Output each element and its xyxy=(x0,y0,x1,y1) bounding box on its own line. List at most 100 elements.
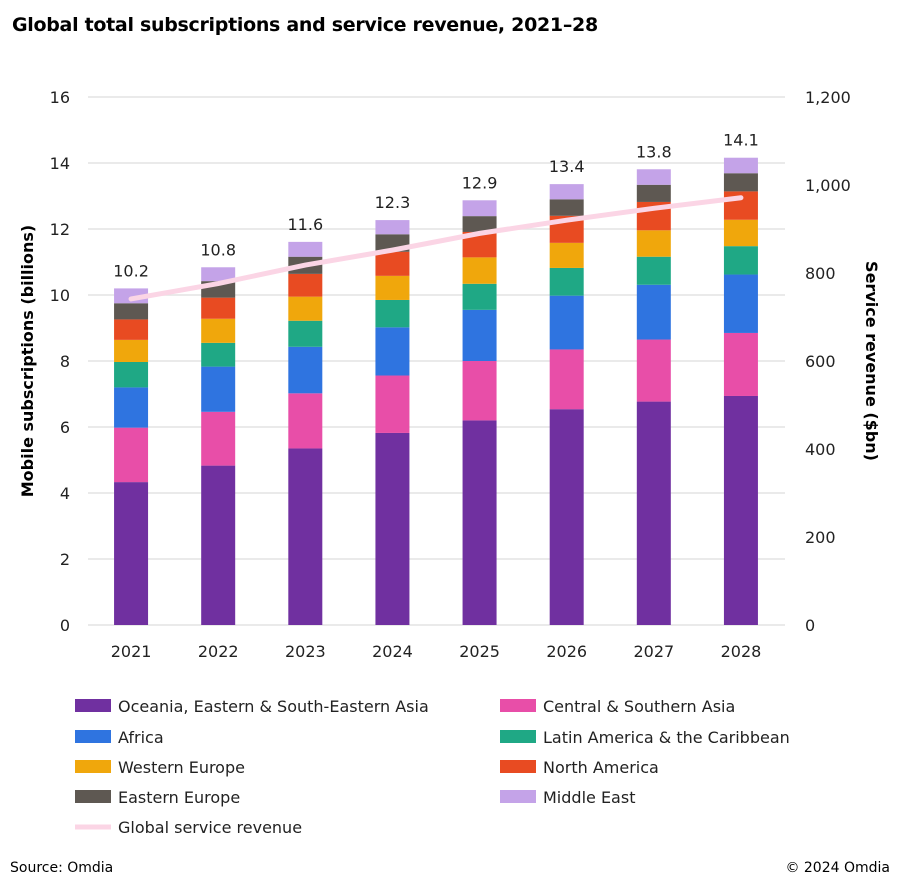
x-tick-label: 2022 xyxy=(198,642,239,661)
bar-segment-2025-4 xyxy=(462,257,497,284)
bar-segment-2028-2 xyxy=(723,274,758,333)
bar-segment-2022-4 xyxy=(201,318,236,343)
legend-label: Eastern Europe xyxy=(118,788,240,807)
bar-segment-2025-2 xyxy=(462,309,497,361)
x-tick-label: 2026 xyxy=(546,642,587,661)
total-data-label: 11.6 xyxy=(288,215,324,234)
y-tick-label: 10 xyxy=(50,286,70,305)
bar-segment-2023-1 xyxy=(288,393,323,449)
y-tick-label: 4 xyxy=(60,484,70,503)
y-tick-label: 16 xyxy=(50,88,70,107)
bar-segment-2026-0 xyxy=(549,409,584,625)
bar-segment-2028-0 xyxy=(723,395,758,625)
bar-segment-2022-5 xyxy=(201,297,236,319)
bar-segment-2024-0 xyxy=(375,432,410,625)
legend-label: Oceania, Eastern & South-Eastern Asia xyxy=(118,697,429,716)
bar-segment-2028-6 xyxy=(723,173,758,192)
bar-segment-2028-3 xyxy=(723,246,758,275)
bar-segment-2023-3 xyxy=(288,320,323,347)
legend-swatch xyxy=(500,790,536,803)
total-data-label: 12.3 xyxy=(375,193,411,212)
legend-label: North America xyxy=(543,758,659,777)
x-tick-label: 2028 xyxy=(721,642,762,661)
bar-segment-2025-7 xyxy=(462,200,497,217)
bar-segment-2026-7 xyxy=(549,184,584,200)
legend-swatch xyxy=(75,760,111,773)
legend-label: Western Europe xyxy=(118,758,245,777)
bar-segment-2021-5 xyxy=(114,319,149,340)
bar-segment-2026-2 xyxy=(549,295,584,350)
x-tick-label: 2024 xyxy=(372,642,413,661)
bar-segment-2023-4 xyxy=(288,296,323,321)
y-tick-label: 12 xyxy=(50,220,70,239)
y2-tick-label: 0 xyxy=(805,616,815,635)
bar-segment-2023-0 xyxy=(288,448,323,625)
bar-segment-2028-7 xyxy=(723,157,758,174)
chart-title: Global total subscriptions and service r… xyxy=(12,14,598,36)
bar-segment-2027-3 xyxy=(636,256,671,285)
bar-segment-2028-4 xyxy=(723,219,758,247)
bar-segment-2027-6 xyxy=(636,184,671,202)
y-tick-label: 14 xyxy=(50,154,70,173)
y-tick-label: 0 xyxy=(60,616,70,635)
bar-segment-2022-3 xyxy=(201,342,236,367)
bar-segment-2026-1 xyxy=(549,349,584,410)
bar-segment-2024-3 xyxy=(375,299,410,328)
bar-segment-2023-2 xyxy=(288,346,323,394)
legend-label: Middle East xyxy=(543,788,635,807)
legend-label: Central & Southern Asia xyxy=(543,697,735,716)
bar-segment-2024-2 xyxy=(375,327,410,376)
legend-swatch xyxy=(500,760,536,773)
bar-segment-2021-2 xyxy=(114,387,149,428)
bar-segment-2021-1 xyxy=(114,427,149,483)
bar-segment-2027-1 xyxy=(636,339,671,402)
bar-segment-2023-7 xyxy=(288,241,323,257)
copyright-note: © 2024 Omdia xyxy=(785,860,890,876)
legend-label: Global service revenue xyxy=(118,818,302,837)
y2-tick-label: 200 xyxy=(805,528,836,547)
bar-segment-2022-7 xyxy=(201,267,236,282)
x-tick-label: 2027 xyxy=(633,642,674,661)
bar-segment-2027-4 xyxy=(636,230,671,257)
y2-tick-label: 600 xyxy=(805,352,836,371)
bar-segment-2027-0 xyxy=(636,401,671,625)
bar-segment-2026-4 xyxy=(549,242,584,268)
bar-segment-2024-7 xyxy=(375,220,410,235)
y2-tick-label: 400 xyxy=(805,440,836,459)
bar-segment-2021-3 xyxy=(114,361,149,388)
bar-segment-2024-4 xyxy=(375,275,410,300)
legend-swatch xyxy=(75,730,111,743)
bar-segment-2021-4 xyxy=(114,339,149,362)
y-tick-label: 2 xyxy=(60,550,70,569)
y2-axis-title: Service revenue ($bn) xyxy=(862,261,881,461)
bar-segment-2025-1 xyxy=(462,361,497,421)
total-data-label: 10.8 xyxy=(200,240,236,259)
bar-segment-2027-2 xyxy=(636,284,671,340)
x-tick-label: 2025 xyxy=(459,642,500,661)
y-tick-label: 8 xyxy=(60,352,70,371)
total-data-label: 13.8 xyxy=(636,142,672,161)
bar-segment-2028-1 xyxy=(723,332,758,396)
bar-segment-2021-6 xyxy=(114,303,149,320)
bar-segment-2022-1 xyxy=(201,411,236,466)
total-data-label: 10.2 xyxy=(113,261,149,280)
bar-segment-2022-0 xyxy=(201,465,236,625)
bar-segment-2027-7 xyxy=(636,169,671,185)
legend-swatch xyxy=(75,790,111,803)
x-tick-label: 2023 xyxy=(285,642,326,661)
x-tick-label: 2021 xyxy=(111,642,152,661)
legend-swatch xyxy=(500,730,536,743)
y2-tick-label: 1,000 xyxy=(805,176,851,195)
y-axis-title: Mobile subscriptions (billions) xyxy=(18,225,37,498)
bar-segment-2024-1 xyxy=(375,375,410,433)
bar-segment-2026-6 xyxy=(549,199,584,216)
y2-tick-label: 1,200 xyxy=(805,88,851,107)
bar-segment-2021-0 xyxy=(114,482,149,625)
bar-segment-2025-0 xyxy=(462,420,497,625)
bar-segment-2023-5 xyxy=(288,273,323,297)
bar-segment-2022-2 xyxy=(201,366,236,412)
legend-swatch xyxy=(75,699,111,712)
bar-segment-2026-3 xyxy=(549,267,584,296)
total-data-label: 13.4 xyxy=(549,157,585,176)
